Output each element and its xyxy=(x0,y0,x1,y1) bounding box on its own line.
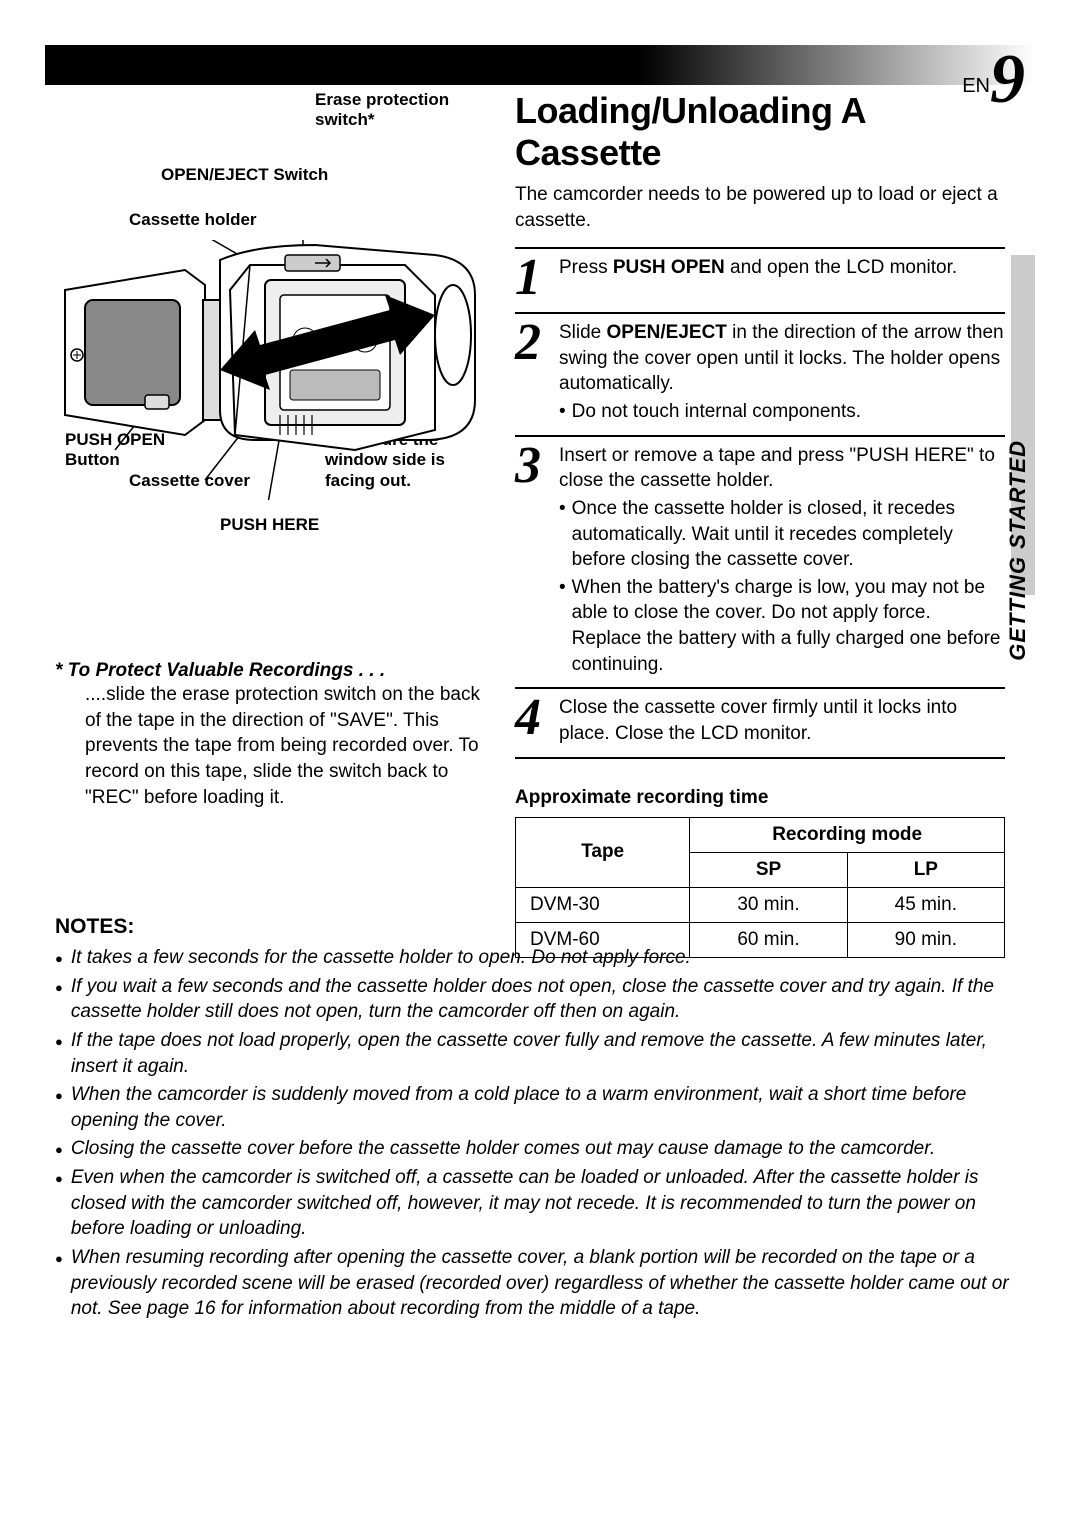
protect-title: * To Protect Valuable Recordings . . . xyxy=(55,660,495,682)
th-lp: LP xyxy=(847,852,1004,887)
note-item: When resuming recording after opening th… xyxy=(55,1245,1025,1322)
note-item: If the tape does not load properly, open… xyxy=(55,1028,1025,1079)
step-4: 4 Close the cassette cover firmly until … xyxy=(515,687,1005,758)
step-number: 4 xyxy=(515,695,559,746)
camcorder-diagram: Erase protection switch* OPEN/EJECT Swit… xyxy=(55,90,483,580)
step-2: 2 Slide OPEN/EJECT in the direction of t… xyxy=(515,312,1005,435)
label-holder: Cassette holder xyxy=(129,210,257,230)
protect-body: ....slide the erase protection switch on… xyxy=(85,682,495,810)
table-title: Approximate recording time xyxy=(515,787,1005,809)
step-number: 3 xyxy=(515,443,559,678)
note-item: Even when the camcorder is switched off,… xyxy=(55,1165,1025,1242)
notes-title: NOTES: xyxy=(55,915,1025,939)
step-1: 1 Press PUSH OPEN and open the LCD monit… xyxy=(515,247,1005,312)
note-item: If you wait a few seconds and the casset… xyxy=(55,974,1025,1025)
section-label: GETTING STARTED xyxy=(1005,440,1031,661)
step-text: Press PUSH OPEN and open the LCD monitor… xyxy=(559,255,957,302)
main-title: Loading/Unloading A Cassette xyxy=(515,90,1005,174)
note-item: It takes a few seconds for the cassette … xyxy=(55,945,1025,971)
camcorder-line-art: REC SAVE xyxy=(55,240,483,500)
step-3: 3 Insert or remove a tape and press "PUS… xyxy=(515,435,1005,688)
step-text: Slide OPEN/EJECT in the direction of the… xyxy=(559,320,1005,425)
note-item: When the camcorder is suddenly moved fro… xyxy=(55,1082,1025,1133)
main-intro: The camcorder needs to be powered up to … xyxy=(515,182,1005,233)
step-number: 2 xyxy=(515,320,559,425)
step-text: Close the cassette cover firmly until it… xyxy=(559,695,1005,746)
protect-recordings-note: * To Protect Valuable Recordings . . . .… xyxy=(55,660,495,810)
header-gradient xyxy=(45,45,1035,85)
th-mode: Recording mode xyxy=(690,817,1005,852)
th-sp: SP xyxy=(690,852,847,887)
th-tape: Tape xyxy=(516,817,690,887)
label-push-here: PUSH HERE xyxy=(220,515,319,535)
notes-section: NOTES: It takes a few seconds for the ca… xyxy=(55,915,1025,1325)
note-item: Closing the cassette cover before the ca… xyxy=(55,1136,1025,1162)
step-number: 1 xyxy=(515,255,559,302)
label-erase-switch: Erase protection switch* xyxy=(315,90,465,131)
label-open-eject: OPEN/EJECT Switch xyxy=(161,165,328,185)
step-text: Insert or remove a tape and press "PUSH … xyxy=(559,443,1005,678)
